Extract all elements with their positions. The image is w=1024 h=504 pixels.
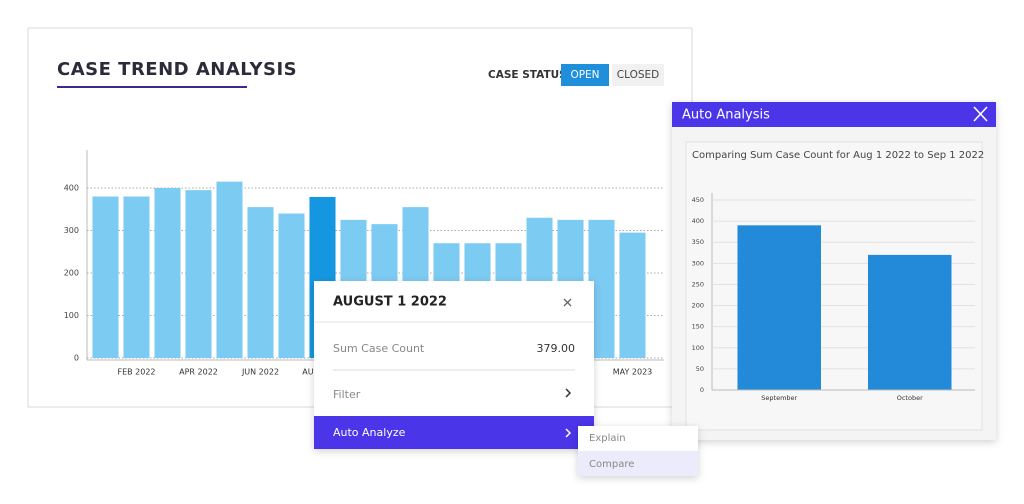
status-label: CASE STATUS	[488, 69, 567, 81]
bar	[737, 225, 822, 390]
menu-item[interactable]: Auto Analyze	[333, 426, 406, 439]
bar	[619, 232, 646, 358]
menu-item-active[interactable]	[314, 416, 594, 449]
bar	[247, 207, 274, 358]
main-card: CASE TREND ANALYSIS CASE STATUS OPEN CLO…	[27, 27, 693, 408]
y-tick-label: 400	[692, 217, 704, 225]
y-tick-label: 450	[692, 196, 704, 204]
bar	[92, 196, 119, 358]
y-tick-label: 350	[692, 238, 704, 246]
open-button[interactable]	[561, 64, 609, 86]
chevron	[565, 428, 572, 438]
y-tick-label: 200	[64, 269, 79, 278]
bar	[216, 181, 243, 358]
bar	[278, 213, 305, 358]
popup-title: AUGUST 1 2022	[333, 295, 447, 310]
bar	[185, 190, 212, 358]
submenu-item[interactable]: Compare	[589, 459, 634, 470]
x-tick-label: September	[761, 394, 797, 402]
panel-close[interactable]	[973, 106, 988, 122]
x-tick-label: October	[897, 394, 923, 402]
x-tick-label: MAY 2023	[613, 368, 653, 377]
y-tick-label: 250	[692, 280, 704, 288]
y-tick-label: 300	[692, 259, 704, 267]
bar	[867, 254, 952, 390]
popup-close[interactable]	[563, 298, 572, 307]
panel-chart-title: Comparing Sum Case Count for Aug 1 2022 …	[692, 150, 984, 161]
closed-button-label[interactable]: CLOSED	[617, 69, 659, 81]
analysis-panel: Auto Analysis Comparing Sum Case Count f…	[672, 102, 996, 440]
y-tick-label: 100	[692, 344, 704, 352]
y-tick-label: 50	[696, 365, 704, 373]
page-title: CASE TREND ANALYSIS	[57, 59, 297, 80]
y-tick-label: 150	[692, 323, 704, 331]
x-tick-label: FEB 2022	[117, 368, 155, 377]
y-tick-label: 0	[700, 386, 704, 394]
x-tick-label: JUN 2022	[241, 368, 279, 377]
panel-title: Auto Analysis	[682, 108, 770, 123]
popup: AUGUST 1 2022 Sum Case Count 379.00 Filt…	[314, 281, 594, 449]
metric-value: 379.00	[537, 342, 576, 355]
y-tick-label: 400	[64, 184, 79, 193]
submenu-item[interactable]: Explain	[589, 433, 626, 444]
y-tick-label: 300	[64, 226, 79, 235]
y-tick-label: 100	[64, 311, 79, 320]
menu-item[interactable]: Filter	[333, 388, 361, 401]
metric-label: Sum Case Count	[333, 342, 425, 355]
y-tick-label: 0	[74, 354, 79, 363]
closed-button[interactable]	[612, 64, 664, 86]
chevron	[565, 388, 572, 398]
bar	[154, 188, 181, 358]
panel-header	[672, 102, 996, 127]
x-tick-label: APR 2022	[179, 368, 218, 377]
submenu-item-hover[interactable]	[578, 451, 698, 476]
submenu: Explain Compare	[578, 426, 698, 476]
open-button-label[interactable]: OPEN	[570, 69, 599, 81]
y-tick-label: 200	[692, 302, 704, 310]
bar	[123, 196, 150, 358]
